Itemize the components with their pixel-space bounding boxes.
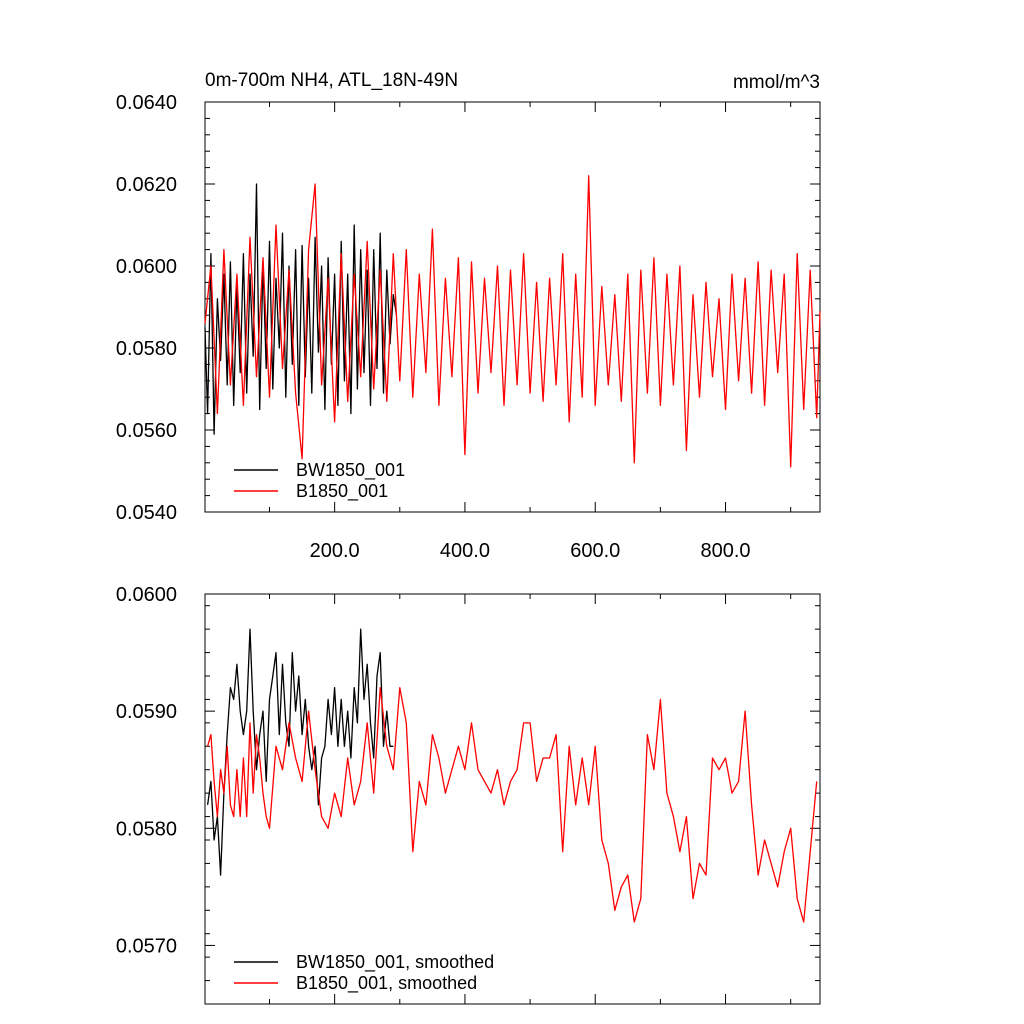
x-tick-label: 600.0: [570, 540, 620, 562]
y-tick-label: 0.0600: [116, 256, 177, 278]
x-tick-label: 800.0: [701, 540, 751, 562]
bottom-plot-panel: 0.0570 0.0580 0.0590 0.0600 BW1850_001, smoo…: [116, 584, 821, 1005]
y-tick-label: 0.0560: [116, 420, 177, 442]
y-tick-label: 0.0540: [116, 502, 177, 524]
x-tick-label: 200.0: [310, 540, 360, 562]
series-line-2: [204, 175, 821, 468]
y-tick-label: 0.0620: [116, 174, 177, 196]
series-line-1: [206, 628, 394, 876]
chart-title: 0m-700m NH4, ATL_18N-49N: [205, 70, 458, 91]
y-tick-label: 0.0600: [116, 584, 177, 606]
y-tick-label: 0.0640: [116, 92, 177, 114]
legend-label: B1850_001, smoothed: [296, 973, 477, 994]
plot-frame: [204, 101, 821, 513]
legend-label: BW1850_001, smoothed: [296, 952, 494, 973]
y-tick-label: 0.0580: [116, 338, 177, 360]
legend-label: BW1850_001: [296, 460, 405, 481]
y-tick-label: 0.0590: [116, 701, 177, 723]
plot-frame: [204, 593, 821, 1005]
y-tick-label: 0.0570: [116, 935, 177, 957]
series-line-1: [204, 183, 398, 435]
legend-label: B1850_001: [296, 481, 388, 502]
series-line-2: [206, 687, 818, 923]
top-plot-panel: 0.0540 0.0560 0.0580 0.0600 0.0620 0.0640 200.…: [116, 70, 821, 562]
x-tick-label: 400.0: [440, 540, 490, 562]
y-tick-label: 0.0580: [116, 818, 177, 840]
units-label: mmol/m^3: [733, 72, 820, 93]
